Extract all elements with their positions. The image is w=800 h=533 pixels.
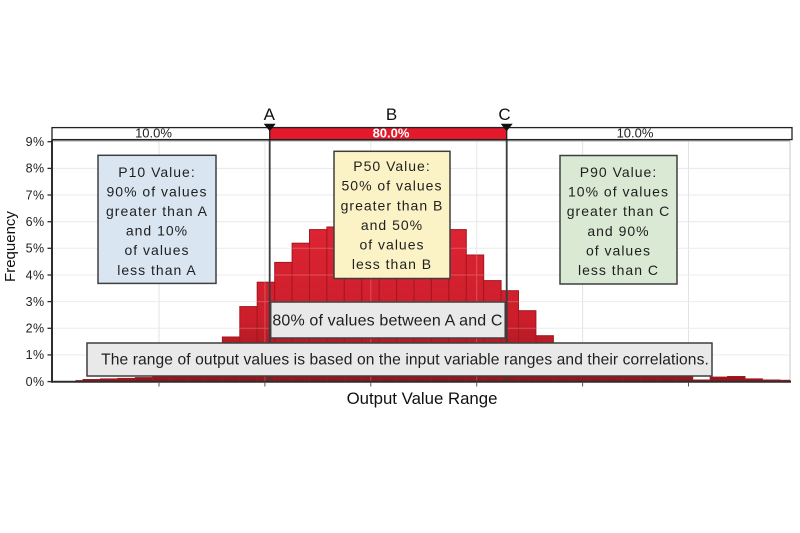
svg-text:The range of output values is: The range of output values is based on t… [101, 352, 709, 369]
svg-text:of values: of values [124, 242, 189, 258]
svg-text:less than C: less than C [578, 262, 659, 278]
svg-text:less than B: less than B [352, 256, 432, 272]
svg-text:greater than C: greater than C [567, 203, 671, 219]
svg-text:greater than B: greater than B [341, 197, 444, 213]
svg-text:10.0%: 10.0% [135, 126, 172, 141]
svg-text:9%: 9% [26, 135, 45, 149]
svg-text:A: A [264, 105, 276, 124]
svg-text:8%: 8% [26, 162, 45, 176]
svg-text:P10 Value:: P10 Value: [118, 164, 195, 180]
svg-text:and 50%: and 50% [361, 217, 423, 233]
svg-text:less than A: less than A [117, 262, 197, 278]
svg-text:6%: 6% [26, 215, 45, 229]
svg-text:4%: 4% [26, 268, 45, 282]
svg-text:7%: 7% [26, 188, 45, 202]
svg-text:10.0%: 10.0% [617, 126, 654, 141]
svg-text:P90 Value:: P90 Value: [580, 164, 657, 180]
svg-text:C: C [498, 105, 510, 124]
svg-text:of values: of values [359, 237, 424, 253]
svg-text:and 10%: and 10% [126, 223, 188, 239]
svg-text:Frequency: Frequency [2, 211, 19, 282]
svg-text:50% of values: 50% of values [342, 178, 443, 194]
svg-text:greater than A: greater than A [106, 203, 208, 219]
svg-text:2%: 2% [26, 322, 45, 336]
svg-text:5%: 5% [26, 242, 45, 256]
svg-text:P50 Value:: P50 Value: [353, 158, 430, 174]
svg-text:B: B [386, 105, 397, 124]
svg-text:Output Value Range: Output Value Range [347, 389, 498, 408]
svg-text:80% of values between A and C: 80% of values between A and C [272, 313, 502, 330]
svg-text:of values: of values [586, 242, 651, 258]
svg-text:80.0%: 80.0% [373, 126, 410, 141]
svg-text:1%: 1% [26, 348, 45, 362]
svg-text:and 90%: and 90% [587, 223, 649, 239]
svg-text:3%: 3% [26, 295, 45, 309]
svg-text:10% of values: 10% of values [568, 184, 669, 200]
svg-text:90% of values: 90% of values [107, 183, 208, 199]
svg-text:0%: 0% [26, 375, 45, 389]
